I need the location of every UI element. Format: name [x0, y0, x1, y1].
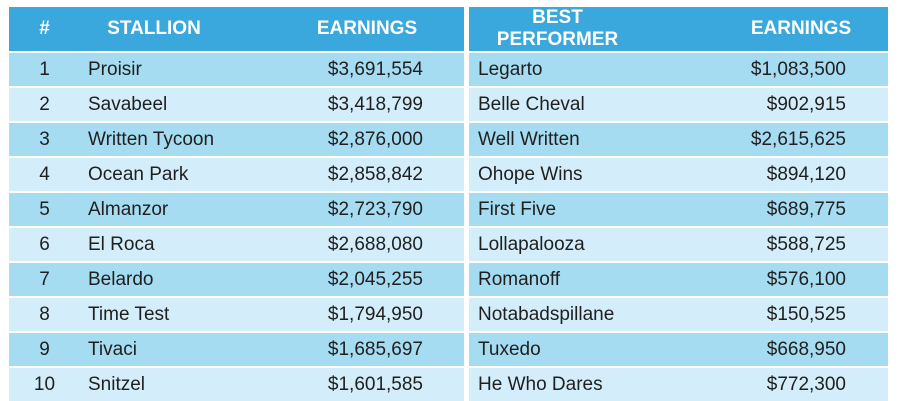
header-performer-earnings: EARNINGS — [682, 7, 888, 52]
best-performer-cell: First Five — [469, 191, 682, 227]
stallion-earnings-cell: $2,688,080 — [258, 226, 464, 262]
stallion-earnings-cell: $3,691,554 — [258, 51, 464, 87]
column-gap — [464, 121, 469, 157]
table-body: 1 Proisir $3,691,554 Legarto $1,083,500 2 Sava… — [9, 51, 888, 401]
stallion-earnings-cell: $2,045,255 — [258, 261, 464, 297]
performer-earnings-cell: $2,615,625 — [682, 121, 888, 157]
stallion-earnings-cell: $3,418,799 — [258, 86, 464, 122]
best-performer-cell: Well Written — [469, 121, 682, 157]
best-performer-cell: Romanoff — [469, 261, 682, 297]
stallion-name-cell: Almanzor — [80, 191, 258, 227]
column-gap — [464, 7, 469, 52]
table-row: 4 Ocean Park $2,858,842 Ohope Wins $894,120 — [9, 156, 888, 192]
best-performer-cell: Belle Cheval — [469, 86, 682, 122]
performer-earnings-cell: $689,775 — [682, 191, 888, 227]
column-gap — [464, 226, 469, 262]
rank-cell: 1 — [9, 51, 80, 87]
table-row: 6 El Roca $2,688,080 Lollapalooza $588,725 — [9, 226, 888, 262]
stallion-name-cell: Snitzel — [80, 366, 258, 401]
stallion-name-cell: El Roca — [80, 226, 258, 262]
table-header-row: # STALLION EARNINGS BEST PERFORMER EARNI… — [9, 7, 888, 52]
stallion-name-cell: Belardo — [80, 261, 258, 297]
stallion-name-cell: Tivaci — [80, 331, 258, 367]
table-row: 3 Written Tycoon $2,876,000 Well Written $2,… — [9, 121, 888, 157]
best-performer-cell: Notabadspillane — [469, 296, 682, 332]
rank-cell: 6 — [9, 226, 80, 262]
table-row: 1 Proisir $3,691,554 Legarto $1,083,500 — [9, 51, 888, 87]
column-gap — [464, 191, 469, 227]
performer-earnings-cell: $588,725 — [682, 226, 888, 262]
performer-earnings-cell: $150,525 — [682, 296, 888, 332]
rank-cell: 9 — [9, 331, 80, 367]
performer-earnings-cell: $894,120 — [682, 156, 888, 192]
header-earnings: EARNINGS — [258, 7, 464, 52]
column-gap — [464, 261, 469, 297]
best-performer-cell: Ohope Wins — [469, 156, 682, 192]
rank-cell: 7 — [9, 261, 80, 297]
performer-earnings-cell: $668,950 — [682, 331, 888, 367]
header-rank: # — [9, 7, 80, 52]
stallion-earnings-cell: $2,723,790 — [258, 191, 464, 227]
stallion-earnings-table: # STALLION EARNINGS BEST PERFORMER EARNI… — [9, 7, 888, 401]
header-best-performer: BEST PERFORMER — [469, 7, 682, 52]
rank-cell: 2 — [9, 86, 80, 122]
performer-earnings-cell: $772,300 — [682, 366, 888, 401]
stallion-earnings-cell: $1,794,950 — [258, 296, 464, 332]
table-row: 9 Tivaci $1,685,697 Tuxedo $668,950 — [9, 331, 888, 367]
stallion-name-cell: Savabeel — [80, 86, 258, 122]
best-performer-cell: Lollapalooza — [469, 226, 682, 262]
stallion-name-cell: Written Tycoon — [80, 121, 258, 157]
rank-cell: 10 — [9, 366, 80, 401]
rank-cell: 3 — [9, 121, 80, 157]
best-performer-cell: Legarto — [469, 51, 682, 87]
column-gap — [464, 86, 469, 122]
rank-cell: 4 — [9, 156, 80, 192]
performer-earnings-cell: $902,915 — [682, 86, 888, 122]
table-row: 5 Almanzor $2,723,790 First Five $689,775 — [9, 191, 888, 227]
stallion-earnings-table-container: # STALLION EARNINGS BEST PERFORMER EARNI… — [9, 7, 888, 401]
stallion-earnings-cell: $2,858,842 — [258, 156, 464, 192]
column-gap — [464, 331, 469, 367]
table-row: 10 Snitzel $1,601,585 He Who Dares $772,300 — [9, 366, 888, 401]
rank-cell: 8 — [9, 296, 80, 332]
table-row: 2 Savabeel $3,418,799 Belle Cheval $902,915 — [9, 86, 888, 122]
table-row: 8 Time Test $1,794,950 Notabadspillane $150,… — [9, 296, 888, 332]
column-gap — [464, 156, 469, 192]
column-gap — [464, 296, 469, 332]
rank-cell: 5 — [9, 191, 80, 227]
performer-earnings-cell: $1,083,500 — [682, 51, 888, 87]
header-stallion: STALLION — [80, 7, 258, 52]
stallion-name-cell: Proisir — [80, 51, 258, 87]
stallion-name-cell: Time Test — [80, 296, 258, 332]
stallion-earnings-cell: $1,685,697 — [258, 331, 464, 367]
stallion-earnings-cell: $1,601,585 — [258, 366, 464, 401]
stallion-name-cell: Ocean Park — [80, 156, 258, 192]
column-gap — [464, 51, 469, 87]
performer-earnings-cell: $576,100 — [682, 261, 888, 297]
best-performer-cell: He Who Dares — [469, 366, 682, 401]
best-performer-cell: Tuxedo — [469, 331, 682, 367]
stallion-earnings-cell: $2,876,000 — [258, 121, 464, 157]
table-row: 7 Belardo $2,045,255 Romanoff $576,100 — [9, 261, 888, 297]
column-gap — [464, 366, 469, 401]
